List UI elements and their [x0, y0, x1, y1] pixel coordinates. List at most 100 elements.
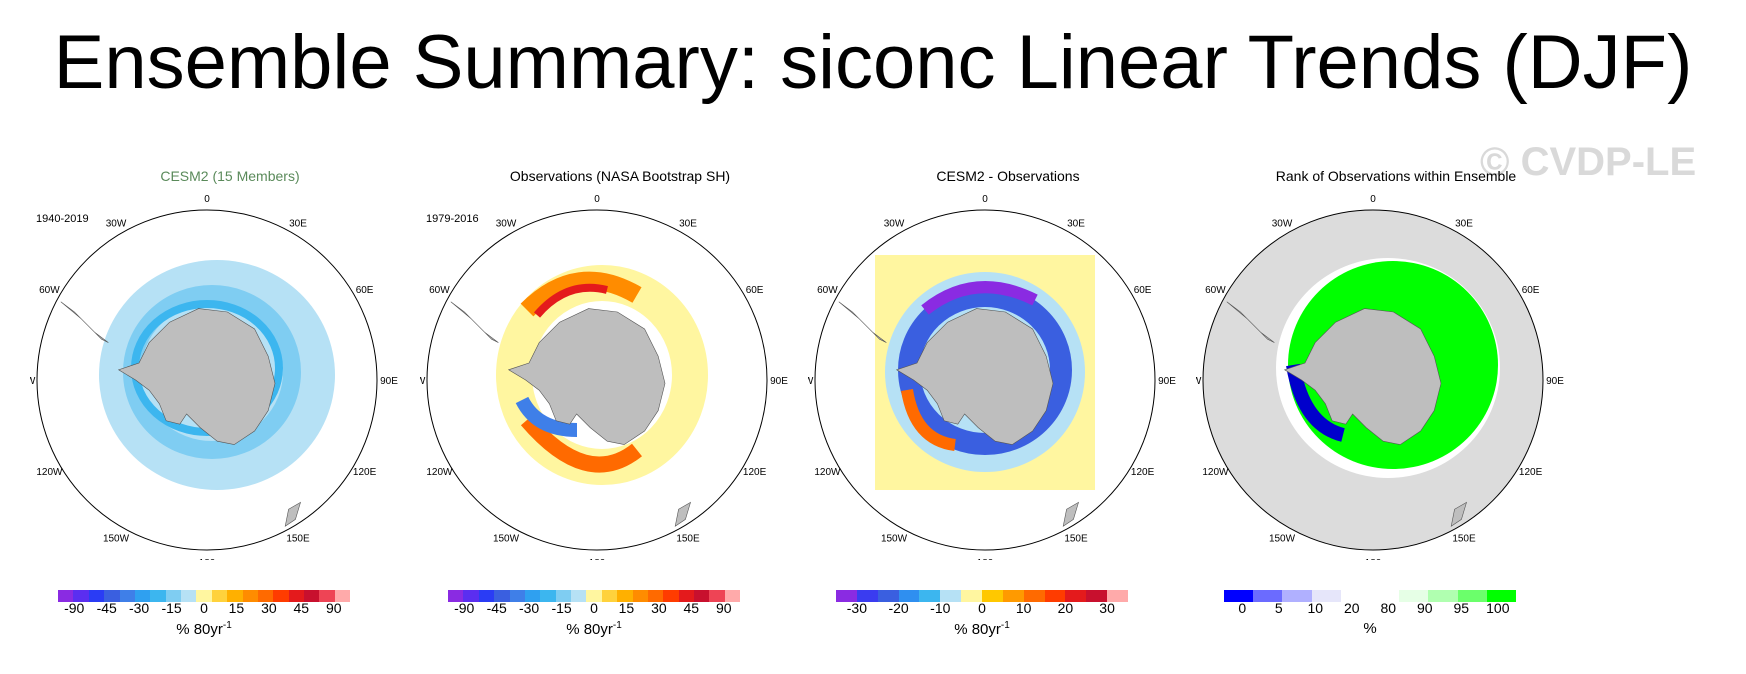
colorbar-tick-label: 90	[326, 600, 342, 616]
colorbar-swatch	[134, 590, 151, 602]
colorbar-tick-label: 20	[1344, 600, 1360, 616]
period-label: 1979-2016	[426, 213, 479, 225]
colorbar-swatch	[104, 590, 120, 602]
positive-trend	[520, 271, 642, 317]
colorbar-swatch	[1340, 590, 1371, 602]
antarctica-landmass	[117, 308, 276, 445]
colorbar-tick-label: 20	[1057, 600, 1074, 616]
map-panel-3: CESM2 - Observations 0 30E 60E 90E 120E 150E 18…	[808, 160, 1208, 670]
colorbar-swatch	[304, 590, 320, 602]
figure-title: Ensemble Summary: siconc Linear Trends (…	[53, 20, 1693, 105]
colorbar-tick-label: 30	[261, 600, 277, 616]
colorbar-swatch	[1311, 590, 1341, 602]
colorbar-swatch	[150, 590, 166, 602]
colorbar-unit: % 80yr-1	[30, 620, 378, 638]
panel-title: Rank of Observations within Ensemble	[1275, 168, 1517, 184]
colorbar-tick-label: 30	[651, 600, 667, 616]
colorbar-tick-label: -15	[551, 600, 572, 616]
unit-text: %	[1363, 620, 1377, 637]
lon-label: 60E	[1134, 285, 1152, 296]
map-boundary	[426, 209, 768, 551]
colorbar-tick-label: -90	[64, 600, 85, 616]
colorbar-swatch	[586, 590, 602, 602]
lon-label: 150W	[881, 534, 908, 545]
map-panel-1: CESM2 (15 Members) 1940-2019 0 30E 60E 90E 120…	[30, 160, 430, 670]
lon-label: 90W	[30, 376, 36, 387]
colorbar-tick-label: 90	[716, 600, 732, 616]
positive-trend-south	[520, 414, 642, 473]
colorbar	[58, 590, 351, 602]
colorbar-unit: %	[1196, 620, 1544, 637]
colorbar-swatch	[555, 590, 571, 602]
colorbar-swatch	[181, 590, 197, 602]
colorbar-swatch	[877, 590, 899, 602]
colorbar-swatch	[319, 590, 335, 602]
polar-map: 0 30E 60E 90E 120E 150E 180 150W 120W 90W 60W 30W	[808, 194, 1176, 560]
lon-label: 120W	[1202, 467, 1229, 478]
positive-diff	[901, 388, 957, 451]
colorbar-tick-label: 10	[1307, 600, 1324, 616]
colorbar-tick-label: 15	[618, 600, 635, 616]
colorbar-swatch	[1486, 590, 1517, 602]
lon-label: 90E	[1158, 376, 1176, 387]
colorbar-swatch	[524, 590, 541, 602]
lon-label: 0	[1370, 194, 1376, 205]
lon-label: 120W	[36, 467, 63, 478]
lon-label: 30W	[106, 218, 127, 229]
colorbar-swatch	[509, 590, 525, 602]
lon-label: 180	[977, 558, 994, 560]
colorbar-tick-label: 90	[1417, 600, 1433, 616]
colorbar-swatch	[1370, 590, 1400, 602]
colorbar-swatch	[165, 590, 181, 602]
colorbar-swatch	[724, 590, 741, 602]
colorbar-tick-label: 10	[1015, 600, 1032, 616]
colorbar-tick-label: 0	[1238, 600, 1247, 616]
colorbar-swatch	[257, 590, 274, 602]
lon-label: 60W	[429, 285, 450, 296]
antarctica-landmass	[507, 308, 666, 445]
colorbar-tick-label: 95	[1453, 600, 1470, 616]
new-zealand-landmass	[674, 501, 692, 527]
colorbar-tick-label: 5	[1274, 600, 1283, 616]
lon-label: 120E	[1131, 467, 1155, 478]
colorbar-swatch	[1086, 590, 1108, 602]
lon-label: 60E	[1522, 285, 1540, 296]
lon-label: 120W	[814, 467, 841, 478]
colorbar-swatch	[1282, 590, 1312, 602]
new-zealand-landmass	[284, 501, 302, 527]
lon-label: 120E	[1519, 467, 1543, 478]
colorbar-swatch	[836, 590, 857, 602]
polar-map: 0 30E 60E 90E 120E 150E 180 150W 120W 90W 60W 30W	[1196, 194, 1564, 560]
lon-label: 90W	[808, 376, 814, 387]
colorbar-swatch	[1023, 590, 1045, 602]
antarctica-landmass	[895, 308, 1054, 445]
new-zealand-landmass	[1062, 501, 1080, 527]
map-boundary	[1202, 209, 1544, 551]
colorbar-tick-label: 45	[293, 600, 310, 616]
lon-label: 180	[199, 558, 216, 560]
colorbar-swatch	[1002, 590, 1024, 602]
colorbar-tick-label: 30	[1099, 600, 1115, 616]
colorbar-swatch	[334, 590, 351, 602]
colorbar-swatch	[1107, 590, 1129, 602]
colorbar-tick-label: 0	[978, 600, 986, 616]
colorbar-swatch	[1457, 590, 1487, 602]
colorbar-swatch	[617, 590, 633, 602]
colorbar-swatch	[1065, 590, 1087, 602]
lon-label: 90E	[380, 376, 398, 387]
lon-label: 30E	[1455, 218, 1473, 229]
lon-label: 60W	[39, 285, 60, 296]
unit-text: % 80yr	[566, 621, 613, 638]
colorbar-swatch	[678, 590, 694, 602]
colorbar-tick-label: -45	[96, 600, 117, 616]
strong-negative	[921, 281, 1038, 315]
lon-label: 90W	[1196, 376, 1202, 387]
colorbar-tick-label: 0	[590, 600, 598, 616]
colorbar-ticks: 0 5 10 20 80 90 95 100	[1196, 600, 1596, 618]
period-label: 1940-2019	[36, 213, 89, 225]
colorbar-tick-label: -10	[930, 600, 951, 616]
colorbar-swatch	[632, 590, 648, 602]
colorbar-swatch	[1224, 590, 1254, 602]
lon-label: 0	[982, 194, 988, 205]
colorbar-tick-label: -90	[454, 600, 475, 616]
